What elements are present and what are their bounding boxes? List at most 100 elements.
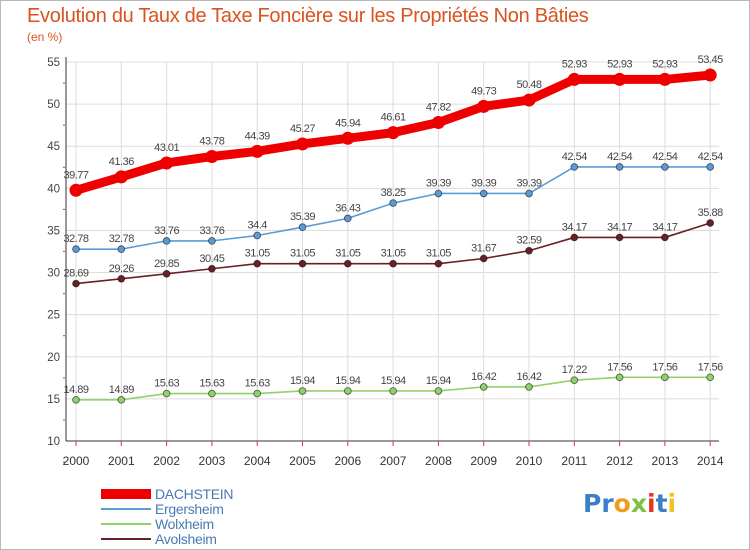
data-label: 17.56 — [607, 361, 632, 373]
y-tick-label: 50 — [47, 99, 60, 111]
series-avolsheim: 28.69 29.26 29.85 30.45 31.05 31.05 31.05 31.05… — [63, 207, 724, 288]
data-point — [162, 389, 171, 398]
data-label: 42.54 — [562, 151, 587, 163]
logo-letter: P — [583, 489, 602, 518]
data-label: 45.94 — [335, 117, 360, 129]
data-label: 16.42 — [516, 371, 541, 383]
data-label: 15.94 — [381, 375, 406, 387]
data-label: 32.78 — [109, 233, 134, 245]
data-point — [72, 279, 80, 288]
legend-swatch — [101, 489, 151, 499]
data-point — [162, 269, 171, 278]
data-label: 52.93 — [607, 58, 632, 70]
data-label: 35.39 — [290, 211, 315, 223]
series-dachstein: 39.77 41.36 43.01 43.78 44.39 45.27 45.94 46.61… — [63, 54, 724, 197]
x-tick-label: 2013 — [652, 454, 679, 468]
data-point — [615, 163, 624, 171]
series-ergersheim: 32.78 32.78 33.76 33.76 34.4 35.39 36.43 38.25 3… — [63, 151, 724, 253]
data-label: 31.05 — [245, 248, 270, 260]
data-point — [160, 156, 174, 170]
x-tick-label: 2005 — [289, 454, 316, 468]
data-point — [250, 144, 264, 158]
data-point — [253, 259, 262, 268]
y-tick-label: 10 — [47, 436, 60, 448]
data-point — [703, 68, 717, 82]
data-label: 42.54 — [607, 151, 632, 163]
data-label: 17.22 — [562, 364, 587, 376]
data-label: 16.42 — [471, 371, 496, 383]
data-label: 17.56 — [652, 361, 677, 373]
data-label: 50.48 — [516, 79, 541, 91]
data-label: 43.01 — [154, 142, 179, 154]
legend-swatch — [101, 508, 151, 510]
data-label: 52.93 — [652, 58, 677, 70]
data-label: 32.78 — [63, 233, 88, 245]
data-label: 31.05 — [335, 248, 360, 260]
data-label: 34.17 — [607, 221, 632, 233]
data-label: 34.4 — [247, 219, 267, 231]
data-label: 30.45 — [199, 253, 224, 265]
y-tick-label: 25 — [47, 310, 60, 322]
legend-label: Avolsheim — [155, 531, 217, 547]
x-tick-label: 2004 — [244, 454, 271, 468]
data-label: 31.67 — [471, 242, 496, 254]
x-tick-label: 2014 — [697, 454, 724, 468]
data-point — [296, 137, 309, 151]
data-point — [706, 373, 715, 382]
legend-swatch — [101, 523, 151, 525]
x-tick-label: 2007 — [380, 454, 407, 468]
data-label: 32.59 — [516, 235, 541, 247]
data-point — [479, 383, 488, 391]
chart-title: Evolution du Taux de Taxe Foncière sur l… — [27, 5, 589, 27]
data-label: 46.61 — [381, 112, 406, 124]
data-label: 39.77 — [63, 169, 88, 181]
logo-letter: i — [647, 489, 656, 518]
data-point — [479, 254, 488, 263]
data-label: 53.45 — [698, 54, 723, 66]
data-point — [661, 373, 669, 382]
data-point — [525, 246, 533, 255]
proxiti-logo: Proxiti — [583, 489, 676, 518]
x-tick-label: 2008 — [425, 454, 452, 468]
data-point — [706, 219, 715, 227]
data-label: 14.89 — [63, 384, 88, 396]
data-point — [72, 245, 80, 253]
data-point — [389, 259, 397, 268]
data-point — [208, 237, 216, 245]
chart-subtitle: (en %) — [27, 30, 63, 44]
data-label: 39.39 — [426, 177, 451, 189]
data-point — [706, 163, 715, 171]
data-label: 29.26 — [109, 263, 134, 275]
data-point — [567, 72, 581, 86]
data-point — [522, 93, 536, 107]
data-point — [389, 199, 397, 207]
y-tick-label: 20 — [47, 352, 60, 364]
logo-letter: o — [613, 489, 631, 518]
y-tick-label: 15 — [47, 394, 60, 406]
logo-letter: i — [667, 489, 677, 518]
data-point — [658, 72, 672, 86]
x-tick-label: 2011 — [561, 454, 587, 468]
data-point — [615, 233, 624, 242]
data-point — [117, 245, 126, 253]
data-point — [343, 214, 352, 223]
data-point — [661, 233, 669, 242]
data-label: 34.17 — [652, 221, 677, 233]
data-point — [117, 395, 126, 404]
data-point — [343, 387, 352, 395]
data-label: 15.94 — [335, 375, 360, 387]
data-point — [341, 131, 355, 145]
data-point — [570, 233, 579, 242]
y-tick-label: 40 — [47, 183, 60, 195]
data-label: 15.63 — [154, 378, 179, 390]
data-point — [389, 387, 397, 395]
data-label: 49.73 — [471, 85, 496, 97]
data-label: 39.39 — [516, 177, 541, 189]
x-tick-label: 2001 — [108, 454, 135, 468]
legend-swatch — [101, 538, 151, 540]
data-point — [386, 126, 400, 140]
data-point — [298, 387, 307, 395]
data-point — [479, 189, 488, 198]
data-label: 15.94 — [290, 375, 315, 387]
